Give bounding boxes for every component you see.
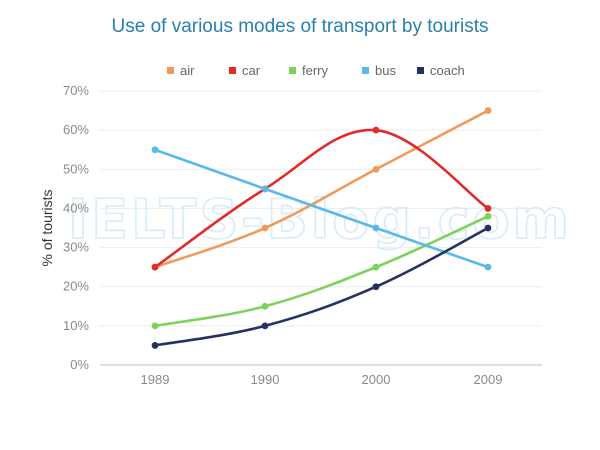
data-point-ferry xyxy=(261,302,269,310)
x-tick-label: 2009 xyxy=(474,372,503,387)
legend-swatch xyxy=(289,67,296,74)
legend-swatch xyxy=(167,67,174,74)
y-tick-label: 30% xyxy=(63,240,89,255)
legend-label: air xyxy=(180,63,195,78)
legend-item-car: car xyxy=(229,63,261,78)
watermark-text: IELTS-Blog.com xyxy=(68,188,572,251)
data-point-bus xyxy=(261,185,269,193)
y-tick-label: 0% xyxy=(70,357,89,372)
legend-swatch xyxy=(229,67,236,74)
y-tick-label: 50% xyxy=(63,161,89,176)
x-tick-label: 1989 xyxy=(141,372,170,387)
x-axis-ticks: 1989 1990 2000 2009 xyxy=(141,372,503,387)
y-tick-label: 70% xyxy=(63,83,89,98)
x-tick-label: 1990 xyxy=(251,372,280,387)
series-line-ferry xyxy=(153,214,490,328)
data-point-coach xyxy=(372,283,380,291)
y-axis-title: % of tourists xyxy=(39,189,55,266)
legend-label: car xyxy=(242,63,261,78)
data-point-ferry xyxy=(372,263,380,271)
series-line-car xyxy=(153,128,490,269)
data-point-car xyxy=(484,205,492,212)
data-point-air xyxy=(484,107,492,114)
data-point-bus xyxy=(484,263,492,271)
y-tick-label: 20% xyxy=(63,279,89,294)
legend-item-bus: bus xyxy=(362,63,396,78)
series-lines xyxy=(151,107,492,349)
x-tick-label: 2000 xyxy=(362,372,391,387)
series-line-air xyxy=(153,109,490,269)
legend-item-coach: coach xyxy=(417,63,465,78)
legend: air car ferry bus coach xyxy=(167,63,465,78)
data-point-bus xyxy=(151,146,159,154)
data-point-air xyxy=(261,224,269,232)
series-coach xyxy=(151,224,492,349)
series-bus xyxy=(151,146,492,271)
y-axis-ticks: 0% 10% 20% 30% 40% 50% 60% 70% xyxy=(63,83,89,372)
series-line-coach xyxy=(153,226,490,347)
legend-label: ferry xyxy=(302,63,329,78)
legend-swatch xyxy=(362,67,369,74)
data-point-car xyxy=(151,263,159,271)
y-tick-label: 40% xyxy=(63,200,89,215)
series-line-bus xyxy=(153,148,490,269)
legend-swatch xyxy=(417,67,424,74)
data-point-air xyxy=(372,165,380,173)
data-point-car xyxy=(372,126,380,134)
legend-label: bus xyxy=(375,63,396,78)
legend-item-air: air xyxy=(167,63,195,78)
y-tick-label: 10% xyxy=(63,318,89,333)
y-tick-label: 60% xyxy=(63,122,89,137)
data-point-bus xyxy=(372,224,380,232)
legend-label: coach xyxy=(430,63,465,78)
series-ferry xyxy=(151,212,492,330)
data-point-ferry xyxy=(151,322,159,330)
data-point-coach xyxy=(484,224,492,232)
chart-title: Use of various modes of transport by tou… xyxy=(111,16,489,37)
data-point-ferry xyxy=(484,212,492,220)
data-point-coach xyxy=(151,342,159,349)
legend-item-ferry: ferry xyxy=(289,63,329,78)
data-point-coach xyxy=(261,322,269,330)
